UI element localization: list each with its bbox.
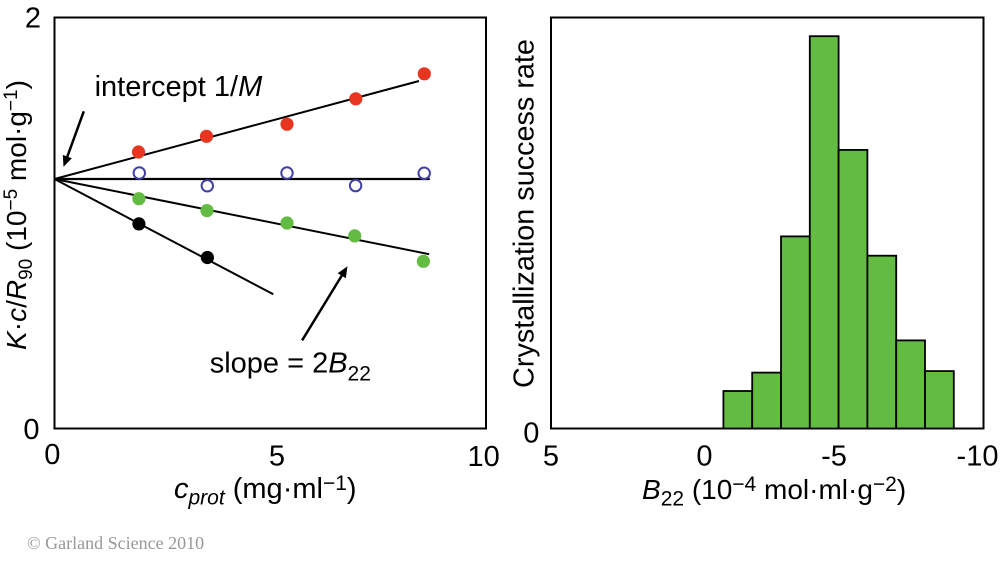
svg-text:B22 (10−4 mol·ml·g−2): B22 (10−4 mol·ml·g−2) <box>642 473 906 511</box>
svg-text:intercept 1/M: intercept 1/M <box>95 71 263 103</box>
svg-text:Crystallization success rate: Crystallization success rate <box>509 39 541 388</box>
svg-text:2: 2 <box>25 3 41 35</box>
svg-text:K·c/R90 (10−5 mol·g−1): K·c/R90 (10−5 mol·g−1) <box>1 80 37 350</box>
svg-text:slope = 2B22: slope = 2B22 <box>210 348 371 386</box>
svg-text:cprot (mg·ml−1): cprot (mg·ml−1) <box>174 472 357 510</box>
svg-text:-5: -5 <box>821 441 847 473</box>
svg-text:-10: -10 <box>957 441 999 473</box>
svg-text:0: 0 <box>23 414 39 446</box>
svg-text:5: 5 <box>269 441 285 473</box>
svg-text:© Garland Science 2010: © Garland Science 2010 <box>27 533 204 553</box>
svg-text:10: 10 <box>467 441 499 473</box>
svg-text:0: 0 <box>44 439 60 471</box>
svg-text:5: 5 <box>543 441 559 473</box>
svg-text:0: 0 <box>696 441 712 473</box>
svg-text:0: 0 <box>523 418 539 450</box>
